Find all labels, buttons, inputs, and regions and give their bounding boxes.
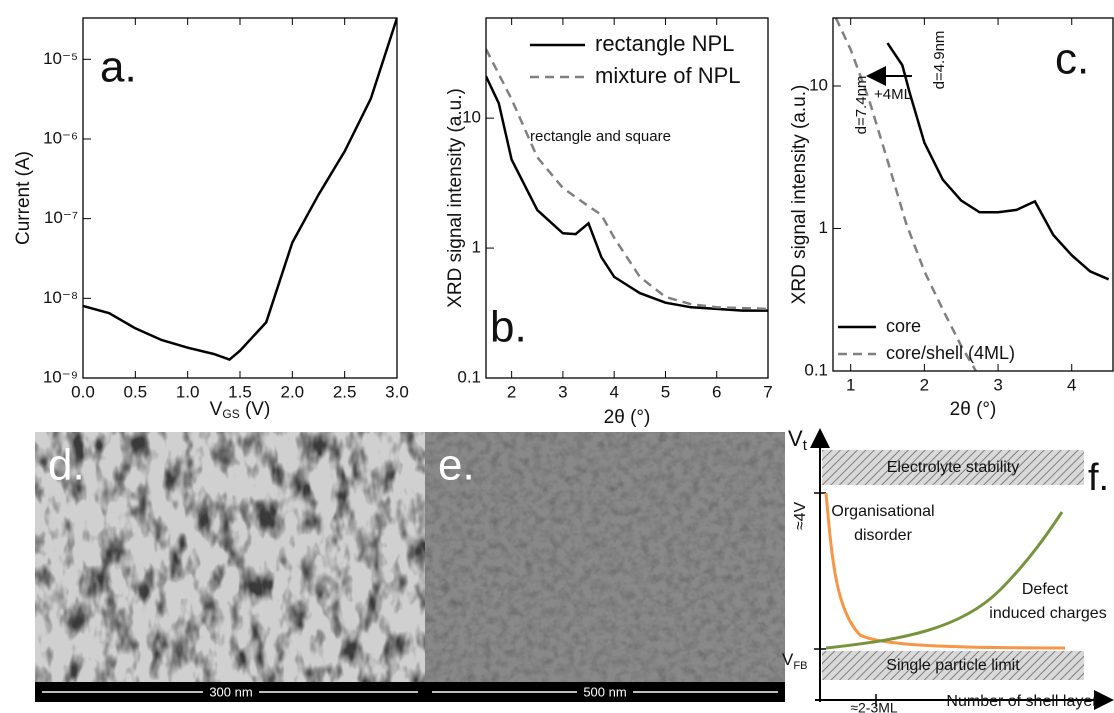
y-tick-label: 1 — [472, 238, 481, 257]
panel-label: b. — [490, 303, 527, 352]
x-tick-label: 3 — [558, 382, 567, 401]
series-line — [834, 18, 977, 371]
y-tick-label: 10 — [809, 75, 828, 94]
x-mark-label: ≈2-3ML — [850, 700, 898, 713]
curve-disorder — [824, 492, 1066, 650]
legend-label: core/shell (4ML) — [886, 343, 1015, 363]
y-axis-label: Current (A) — [13, 151, 34, 245]
x-tick-label: 5 — [661, 382, 670, 401]
scale-bg-d — [203, 684, 259, 700]
y-tick-label: 10⁻⁶ — [43, 128, 78, 147]
scale-label-d: 300 nm — [209, 684, 252, 699]
x-axis-label: 2θ (°) — [604, 407, 651, 428]
y-tick-label: 0.1 — [804, 360, 828, 379]
legend-label: core — [886, 316, 921, 336]
x-tick-label: 3 — [993, 375, 1002, 394]
panel-label-d: d. — [48, 441, 85, 490]
y-axis-label: XRD signal intensity (a.u.) — [789, 85, 810, 305]
x-label-unit: (V) — [240, 399, 271, 420]
x-tick-label: 2 — [920, 375, 929, 394]
panel-label-f: f. — [1088, 457, 1109, 499]
x-tick-label: 4 — [609, 382, 618, 401]
annotation: +4ML — [874, 86, 912, 103]
y-sub: t — [803, 437, 808, 454]
fb-sub: FB — [793, 660, 807, 672]
panel-label-e: e. — [438, 441, 475, 490]
plot-frame — [485, 17, 769, 379]
annotation: d=4.9nm — [931, 31, 948, 90]
band-bottom — [822, 651, 1084, 680]
sem-texture-e — [425, 432, 785, 682]
series-line — [486, 75, 768, 312]
x-tick-label: 2.0 — [281, 382, 305, 401]
x-tick-label: 3.0 — [385, 382, 409, 401]
y-tick-label: 10⁻⁸ — [43, 288, 78, 307]
scale-label-e: 500 nm — [583, 684, 626, 699]
x-axis-label: 2θ (°) — [950, 399, 997, 420]
x-tick-label: 0.0 — [71, 382, 95, 401]
panel-label: a. — [100, 43, 137, 92]
band-top — [822, 450, 1084, 485]
sem-texture-d — [35, 432, 425, 682]
x-tick-label: 7 — [763, 382, 772, 401]
x-axis-label: VGS (V) — [210, 399, 271, 421]
bottom-level-label: VFB — [782, 650, 807, 671]
x-tick-label: 2.5 — [333, 382, 357, 401]
y-axis-label: XRD signal intensity (a.u.) — [445, 88, 466, 308]
curve-label: disorder — [854, 527, 912, 544]
y-tick-label: 0.1 — [457, 367, 481, 386]
curve-defect — [825, 511, 1064, 650]
x-tick-label: 1.0 — [176, 382, 200, 401]
scale-bg-e — [577, 684, 633, 700]
x-tick-label: 6 — [712, 382, 721, 401]
y-tick-label: 10⁻⁵ — [43, 49, 78, 68]
annotation: d=7.4nm — [853, 76, 870, 135]
x-tick-label: 4 — [1067, 375, 1076, 394]
legend-label: mixture of NPL — [595, 63, 741, 88]
x-tick-label: 0.5 — [124, 382, 148, 401]
series-line — [83, 18, 397, 362]
band-top-label: Electrolyte stability — [887, 459, 1020, 476]
x-label-main: V — [210, 399, 223, 420]
y-tick-label: 1 — [819, 218, 828, 237]
plot-frame — [832, 17, 1114, 372]
x-tick-label: 1.5 — [228, 382, 252, 401]
series-line — [486, 48, 768, 311]
curve-label: Organisational — [831, 503, 934, 520]
diagram-y-label: Vt — [788, 426, 808, 454]
y-main: V — [788, 426, 803, 451]
band-bottom-label: Single particle limit — [886, 657, 1020, 674]
diagram-x-label: Number of shell layer — [946, 693, 1098, 710]
y-tick-label: 10⁻⁷ — [44, 208, 78, 227]
x-tick-label: 1 — [846, 375, 855, 394]
x-tick-label: 2 — [507, 382, 516, 401]
legend-label: rectangle NPL — [595, 31, 734, 56]
y-tick-label: 10⁻⁹ — [43, 367, 78, 386]
fb-main: V — [782, 650, 794, 669]
curve-label: induced charges — [989, 605, 1106, 622]
panel-label: c. — [1055, 35, 1089, 84]
y-tick-label: 10 — [462, 108, 481, 127]
annotation: rectangle and square — [530, 128, 671, 145]
series-line — [886, 42, 1110, 281]
x-label-sub: GS — [222, 407, 239, 421]
top-level-label: ≈4V — [792, 502, 809, 531]
curve-label: Defect — [1022, 581, 1069, 598]
